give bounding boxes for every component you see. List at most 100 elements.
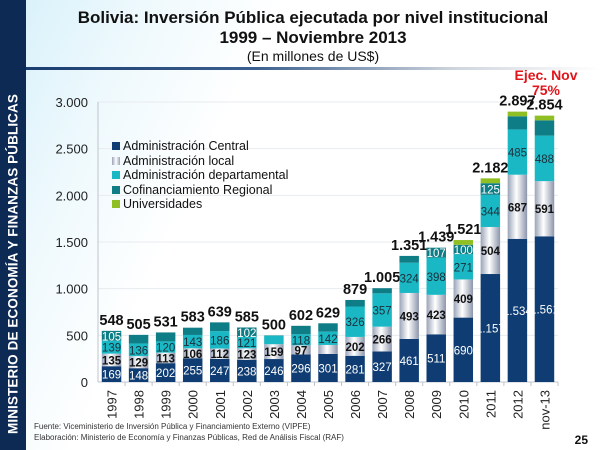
legend-label: Administración departamental	[123, 168, 289, 182]
segment-value-label: 105	[102, 331, 121, 343]
bar-segment-departamental	[534, 135, 555, 182]
bar-segment-departamental	[210, 331, 230, 349]
bar-segment-departamental	[291, 334, 311, 346]
source-note: Fuente: Viceministerio de Inversión Públ…	[34, 422, 311, 431]
x-tick-label: 1997	[105, 390, 120, 419]
bar-segment-central	[264, 359, 284, 382]
legend-swatch	[112, 185, 120, 194]
x-tick-label: 1999	[159, 390, 174, 419]
footer: Fuente: Viceministerio de Inversión Públ…	[34, 421, 344, 443]
segment-value-label: 271	[454, 262, 473, 274]
bar-segment-local	[534, 181, 555, 237]
bar-segment-local	[480, 226, 501, 275]
segment-value-label: 591	[535, 204, 555, 216]
segment-value-label: 118	[292, 335, 310, 347]
bar-segment-cofinanciamiento	[372, 288, 392, 294]
legend-swatch	[112, 142, 120, 151]
elaboration-note: Elaboración: Ministerio de Economía y Fi…	[34, 433, 344, 442]
x-tick-label: 1998	[132, 390, 147, 419]
y-tick-label: 3.000	[55, 95, 88, 110]
bar-segment-central	[426, 334, 446, 382]
y-tick-label: 500	[66, 328, 88, 343]
x-tick-label: 2010	[456, 390, 471, 419]
x-tick-label: 2007	[375, 390, 390, 419]
bar-total-label: 639	[208, 304, 232, 320]
segment-value-label: 246	[264, 366, 283, 378]
legend-item-local: Administración local	[112, 154, 288, 169]
bar-segment-cofinanciamiento	[426, 247, 446, 258]
bar-segment-universidades	[453, 240, 474, 245]
segment-value-label: 1.561	[530, 305, 559, 317]
segment-value-label: 148	[129, 371, 148, 383]
segment-value-label: 687	[508, 202, 527, 214]
bar-total-label: 1.351	[391, 238, 427, 254]
segment-value-label: 135	[102, 355, 122, 367]
bar-segment-local	[237, 348, 257, 360]
segment-value-label: 202	[345, 342, 364, 354]
segment-value-label: 113	[156, 353, 175, 365]
segment-value-label: 1.157	[476, 324, 505, 336]
title-divider	[26, 67, 600, 70]
segment-value-label: 398	[427, 272, 446, 284]
segment-value-label: 296	[291, 364, 310, 376]
segment-value-label: 1.534	[503, 306, 532, 318]
bar-segment-departamental	[182, 334, 203, 349]
segment-value-label: 123	[237, 350, 256, 362]
segment-value-label: 100	[454, 245, 473, 257]
bar-segment-cofinanciamiento	[155, 332, 176, 342]
bar-total-label: 2.897	[499, 94, 535, 110]
bar-segment-departamental	[507, 129, 528, 175]
bar-segment-cofinanciamiento	[128, 334, 149, 344]
segment-value-label: 357	[373, 305, 392, 317]
bar-segment-local	[291, 345, 311, 355]
legend-item-universidades: Universidades	[112, 197, 288, 212]
segment-value-label: 324	[400, 273, 420, 285]
bar-segment-local	[128, 356, 149, 369]
y-tick-label: 1.000	[55, 282, 88, 297]
segment-value-label: 461	[400, 356, 419, 368]
bar-segment-local	[426, 294, 446, 335]
segment-value-label: 488	[535, 154, 554, 166]
segment-value-label: 129	[129, 358, 148, 370]
bar-segment-central	[155, 363, 176, 382]
chart-title-block: Bolivia: Inversión Pública ejecutada por…	[26, 8, 600, 65]
x-tick-label: 2009	[429, 390, 444, 419]
bar-segment-local	[101, 353, 122, 367]
bar-segment-local	[318, 344, 338, 354]
annotation-line-1: Ejec. Nov	[514, 67, 578, 83]
bar-segment-departamental	[237, 337, 257, 349]
bar-segment-local	[453, 279, 474, 318]
segment-value-label: 142	[318, 334, 337, 346]
x-tick-label: 2004	[294, 390, 309, 419]
bar-total-label: 531	[154, 314, 178, 330]
bar-segment-central	[507, 238, 528, 382]
segment-value-label: 344	[481, 206, 501, 218]
bar-segment-central	[318, 353, 338, 382]
bar-segment-central	[237, 359, 257, 382]
segment-value-label: 690	[454, 345, 473, 357]
bar-segment-departamental	[345, 306, 365, 337]
bar-segment-cofinanciamiento	[237, 327, 257, 338]
legend-label: Administración Central	[123, 139, 249, 153]
bar-segment-local	[210, 348, 230, 359]
legend-swatch	[112, 156, 120, 165]
bar-total-label: 1.439	[418, 230, 454, 246]
segment-value-label: 186	[210, 335, 229, 347]
x-tick-label: 2002	[240, 390, 255, 419]
bar-segment-departamental	[453, 254, 474, 280]
page-number: 25	[574, 433, 588, 447]
bar-segment-cofinanciamiento	[480, 183, 501, 195]
bar-total-label: 602	[289, 308, 313, 324]
x-tick-label: 2012	[510, 390, 525, 419]
x-tick-label: 2005	[321, 390, 336, 419]
bar-segment-universidades	[507, 111, 528, 117]
x-tick-label: 2001	[213, 390, 228, 419]
bar-total-label: 1.005	[364, 270, 400, 286]
bar-total-label: 2.182	[472, 160, 508, 176]
bar-segment-departamental	[372, 293, 392, 327]
bar-segment-cofinanciamiento	[453, 244, 474, 255]
bar-segment-cofinanciamiento	[534, 120, 555, 136]
bar-segment-local	[507, 174, 528, 239]
segment-value-label: 301	[318, 363, 337, 375]
